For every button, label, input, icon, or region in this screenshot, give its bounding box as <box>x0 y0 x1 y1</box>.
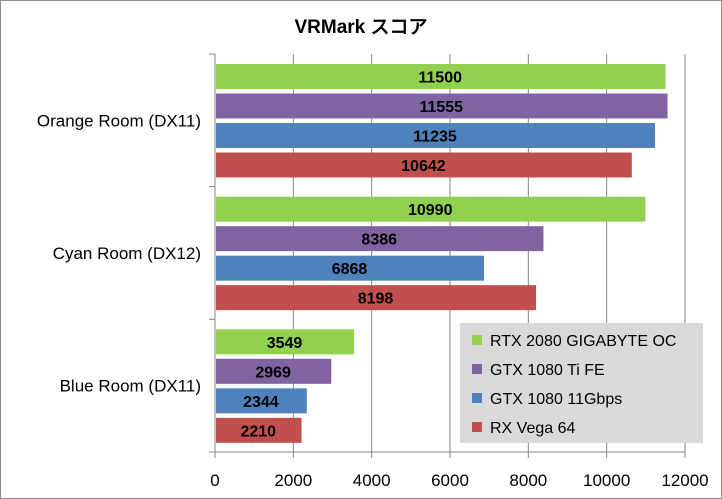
legend-entry: RTX 2080 GIGABYTE OC <box>490 333 676 350</box>
x-tick-label: 4000 <box>353 471 391 490</box>
data-label: 8386 <box>361 232 397 249</box>
legend-swatch <box>472 393 482 403</box>
legend-swatch <box>472 422 482 432</box>
bar <box>216 196 646 222</box>
data-label: 6868 <box>332 261 368 278</box>
grid-lines <box>292 54 686 452</box>
data-label: 2344 <box>243 394 279 411</box>
bar <box>216 285 537 311</box>
x-tick-label: 8000 <box>509 471 547 490</box>
data-label: 3549 <box>267 335 303 352</box>
x-tick-label: 10000 <box>583 471 630 490</box>
data-label: 11555 <box>419 99 463 116</box>
x-tick-label: 6000 <box>431 471 469 490</box>
bar <box>216 358 332 384</box>
legend-entry: GTX 1080 Ti FE <box>490 362 605 379</box>
data-label: 11235 <box>413 129 457 146</box>
x-tick-label: 12000 <box>661 471 708 490</box>
category-label: Cyan Room (DX12) <box>53 244 201 263</box>
data-label: 2210 <box>240 423 276 440</box>
legend-swatch <box>472 335 482 345</box>
data-label: 10990 <box>408 202 453 219</box>
legend-box <box>460 323 703 443</box>
bar <box>216 93 668 119</box>
data-label: 10642 <box>401 158 446 175</box>
chart-title: VRMark スコア <box>294 17 427 38</box>
data-label: 8198 <box>358 291 394 308</box>
legend-entry: RX Vega 64 <box>490 420 576 437</box>
bar <box>216 417 302 443</box>
legend: RTX 2080 GIGABYTE OC GTX 1080 Ti FE GTX 10… <box>460 323 703 443</box>
legend-swatch <box>472 364 482 374</box>
bar <box>216 64 666 89</box>
axes: 0 2000 4000 6000 8000 10000 12000 Orange Room (… <box>37 53 709 490</box>
data-label: 2969 <box>255 364 291 381</box>
bar <box>216 123 656 148</box>
bar-series: 11500 11555 11235 10642 10990 8386 6868 8198 354… <box>216 64 668 443</box>
data-label: 11500 <box>418 70 462 87</box>
bar <box>216 152 632 178</box>
bar <box>216 329 355 355</box>
category-label: Orange Room (DX11) <box>37 111 201 130</box>
legend-entry: GTX 1080 11Gbps <box>490 391 622 408</box>
bar <box>216 226 544 252</box>
x-tick-label: 0 <box>210 471 219 490</box>
bar <box>216 255 484 281</box>
x-tick-label: 2000 <box>274 471 312 490</box>
bar <box>216 388 307 414</box>
category-label: Blue Room (DX11) <box>60 377 201 396</box>
